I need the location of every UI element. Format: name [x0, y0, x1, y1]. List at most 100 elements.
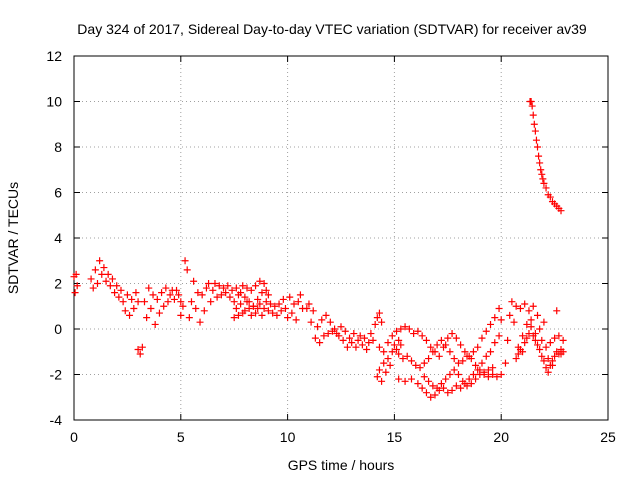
series-sdtvar-p	[526, 98, 565, 215]
data-point	[534, 341, 542, 349]
y-tick-label: -4	[50, 412, 63, 428]
data-point	[478, 359, 486, 367]
data-point	[128, 295, 136, 303]
data-point	[158, 289, 166, 297]
data-point	[350, 330, 358, 338]
data-point	[196, 318, 204, 326]
data-point	[305, 300, 313, 308]
data-point	[461, 380, 469, 388]
data-points	[70, 98, 567, 401]
data-point	[89, 284, 97, 292]
data-point	[382, 368, 390, 376]
data-point	[177, 298, 185, 306]
data-point	[542, 364, 550, 372]
data-point	[393, 327, 401, 335]
y-tick-label: 0	[54, 321, 62, 337]
data-point	[87, 275, 95, 283]
data-point	[367, 330, 375, 338]
data-point	[273, 311, 281, 319]
data-point	[435, 352, 443, 360]
data-point	[143, 314, 151, 322]
data-point	[290, 300, 298, 308]
y-axis-label: SDTVAR / TECUs	[5, 182, 21, 294]
data-point	[138, 343, 146, 351]
data-point	[397, 325, 405, 333]
data-point	[284, 314, 292, 322]
y-tick-label: 6	[54, 185, 62, 201]
grid	[74, 56, 608, 420]
data-point	[258, 311, 266, 319]
data-point	[202, 284, 210, 292]
data-point	[491, 314, 499, 322]
data-point	[407, 357, 415, 365]
data-point	[454, 359, 462, 367]
data-point	[504, 336, 512, 344]
data-point	[373, 314, 381, 322]
data-point	[339, 336, 347, 344]
data-point	[115, 293, 123, 301]
data-point	[151, 320, 159, 328]
data-point	[469, 371, 477, 378]
data-point	[395, 350, 403, 358]
data-point	[450, 355, 458, 363]
data-point	[230, 314, 238, 322]
data-point	[534, 311, 542, 319]
data-point	[286, 293, 294, 301]
data-point	[245, 305, 253, 313]
series-sdtvar-k	[395, 336, 505, 381]
data-point	[211, 280, 219, 287]
data-point	[542, 184, 550, 192]
data-point	[510, 318, 518, 326]
data-point	[375, 309, 383, 317]
data-point	[307, 318, 315, 326]
y-tick-label: 2	[54, 276, 62, 292]
data-point	[529, 111, 537, 119]
data-point	[474, 366, 482, 374]
data-point	[320, 332, 328, 340]
data-point	[71, 289, 79, 297]
series-sdtvar-j	[375, 305, 503, 360]
data-point	[497, 316, 505, 324]
data-point	[271, 302, 279, 310]
data-point	[390, 341, 398, 349]
data-point	[506, 311, 514, 319]
data-point	[450, 366, 458, 374]
data-point	[528, 102, 536, 110]
series-sdtvar-a	[70, 270, 81, 297]
data-point	[463, 352, 471, 360]
data-point	[474, 343, 482, 351]
data-point	[341, 327, 349, 335]
data-point	[532, 136, 540, 144]
data-point	[288, 309, 296, 317]
data-point	[324, 330, 332, 338]
data-point	[491, 339, 499, 347]
y-tick-label: 12	[46, 48, 62, 64]
data-point	[414, 327, 422, 335]
data-point	[113, 282, 121, 290]
series-sdtvar-f	[230, 291, 307, 324]
data-point	[548, 357, 556, 365]
data-point	[418, 332, 426, 340]
data-point	[448, 330, 456, 338]
data-point	[529, 302, 537, 310]
data-point	[557, 207, 565, 215]
data-point	[535, 152, 543, 160]
data-point	[544, 368, 552, 376]
data-point	[232, 284, 240, 292]
data-point	[119, 298, 127, 306]
data-point	[444, 334, 452, 342]
data-point	[538, 170, 546, 178]
data-point	[461, 348, 469, 356]
data-point	[136, 350, 144, 358]
data-point	[425, 377, 433, 385]
data-point	[448, 386, 456, 394]
data-point	[405, 325, 413, 333]
x-tick-label: 0	[70, 429, 78, 445]
data-point	[386, 361, 394, 369]
data-point	[399, 355, 407, 363]
data-point	[501, 359, 509, 367]
data-point	[91, 266, 99, 274]
data-point	[173, 286, 181, 294]
data-point	[104, 270, 112, 278]
